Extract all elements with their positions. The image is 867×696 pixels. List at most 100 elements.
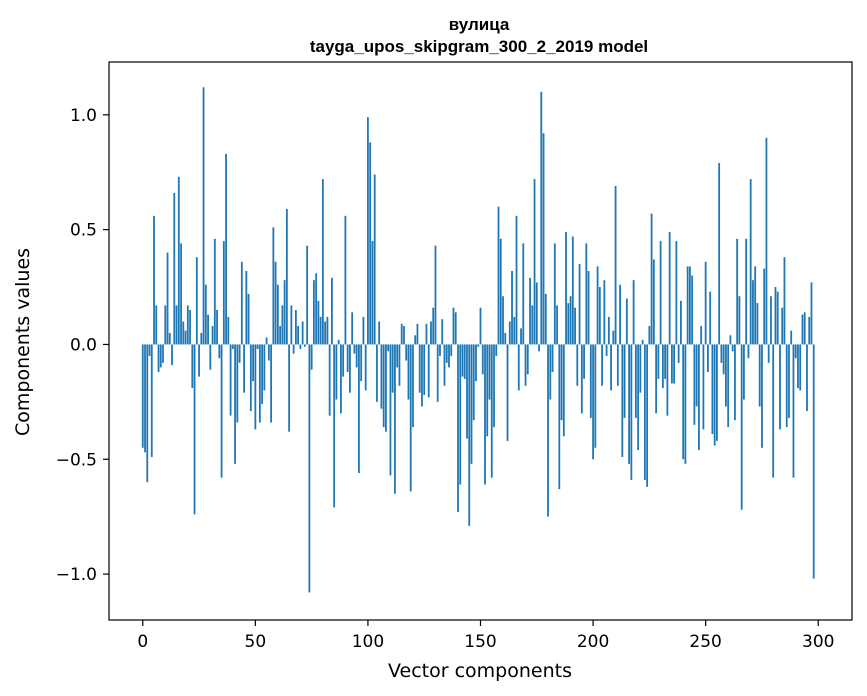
y-tick-label: 0.0 xyxy=(70,335,97,355)
bar-213 xyxy=(621,344,624,457)
bar-120 xyxy=(412,344,414,428)
bar-118 xyxy=(407,344,410,400)
bar-54 xyxy=(263,344,266,391)
bar-44 xyxy=(240,261,243,345)
bar-102 xyxy=(371,241,374,345)
bar-289 xyxy=(792,344,795,478)
bar-18 xyxy=(182,321,185,345)
bar-168 xyxy=(520,328,522,345)
bar-60 xyxy=(276,284,279,345)
bar-222 xyxy=(641,339,644,345)
bar-163 xyxy=(508,321,511,345)
bar-81 xyxy=(324,321,327,345)
bar-130 xyxy=(434,245,437,345)
bar-112 xyxy=(394,344,396,494)
x-axis-label: Vector components xyxy=(388,660,572,682)
bar-284 xyxy=(781,307,784,345)
bar-80 xyxy=(321,179,324,345)
bar-154 xyxy=(488,344,491,400)
bar-230 xyxy=(659,241,662,345)
bar-68 xyxy=(294,310,297,345)
bar-225 xyxy=(648,326,651,345)
bar-280 xyxy=(772,344,775,478)
bar-108 xyxy=(385,344,387,432)
bar-72 xyxy=(303,344,306,347)
bar-107 xyxy=(382,344,385,428)
bar-93 xyxy=(351,312,354,345)
bar-11 xyxy=(166,252,169,345)
bar-76 xyxy=(312,280,315,345)
bar-109 xyxy=(387,344,390,352)
bar-245 xyxy=(693,344,696,425)
bar-98 xyxy=(362,316,365,345)
bar-192 xyxy=(574,307,576,345)
bar-285 xyxy=(783,257,786,345)
bar-31 xyxy=(211,326,214,345)
bar-152 xyxy=(484,344,486,485)
bar-277 xyxy=(765,137,768,345)
y-tick-label: −1.0 xyxy=(56,565,97,585)
bar-276 xyxy=(763,268,766,345)
bar-15 xyxy=(175,305,178,345)
bar-217 xyxy=(630,344,633,480)
bar-161 xyxy=(504,332,507,345)
bar-59 xyxy=(274,261,277,345)
bar-151 xyxy=(481,344,484,375)
bar-65 xyxy=(288,344,291,432)
bar-258 xyxy=(722,344,725,375)
bar-111 xyxy=(391,344,394,393)
bar-99 xyxy=(364,344,367,391)
bar-133 xyxy=(441,319,444,345)
bar-295 xyxy=(806,344,808,412)
chart-subtitle: tayga_upos_skipgram_300_2_2019 model xyxy=(310,37,648,56)
bar-16 xyxy=(177,176,180,345)
bar-236 xyxy=(673,344,676,384)
bar-273 xyxy=(756,303,759,345)
bar-89 xyxy=(342,344,345,377)
bar-176 xyxy=(538,344,540,352)
bar-47 xyxy=(247,293,250,345)
bar-29 xyxy=(207,314,209,345)
bar-272 xyxy=(754,266,757,345)
y-axis-label: Components values xyxy=(12,248,34,436)
bar-237 xyxy=(675,241,678,345)
bar-75 xyxy=(310,344,313,370)
bar-53 xyxy=(261,344,263,405)
bar-56 xyxy=(267,344,270,361)
bar-165 xyxy=(513,316,516,345)
bar-224 xyxy=(646,344,649,487)
bar-117 xyxy=(405,344,408,361)
bar-274 xyxy=(758,344,761,407)
bar-288 xyxy=(790,330,793,345)
bar-58 xyxy=(272,227,275,345)
bar-26 xyxy=(200,332,203,345)
bar-177 xyxy=(540,91,543,345)
bar-219 xyxy=(634,344,637,418)
bar-267 xyxy=(743,344,745,400)
bar-167 xyxy=(517,344,520,391)
y-tick-label: 1.0 xyxy=(70,106,97,126)
bar-2 xyxy=(146,344,149,483)
bar-71 xyxy=(301,321,304,345)
bar-19 xyxy=(184,330,187,345)
bar-243 xyxy=(688,266,691,345)
bar-67 xyxy=(292,344,295,354)
bar-48 xyxy=(249,344,252,412)
bar-188 xyxy=(565,231,567,345)
bar-34 xyxy=(218,344,221,359)
bar-199 xyxy=(589,344,592,418)
bar-100 xyxy=(367,117,369,345)
bar-211 xyxy=(616,344,619,386)
bar-191 xyxy=(571,236,574,345)
bar-182 xyxy=(551,344,554,372)
bar-17 xyxy=(180,243,182,345)
bar-132 xyxy=(439,344,441,356)
bar-42 xyxy=(236,344,239,423)
bar-178 xyxy=(542,133,545,345)
bar-105 xyxy=(378,321,381,345)
bar-262 xyxy=(731,344,734,352)
bar-116 xyxy=(403,326,405,345)
bar-221 xyxy=(639,344,642,393)
bar-141 xyxy=(459,344,462,485)
bar-184 xyxy=(556,305,558,345)
